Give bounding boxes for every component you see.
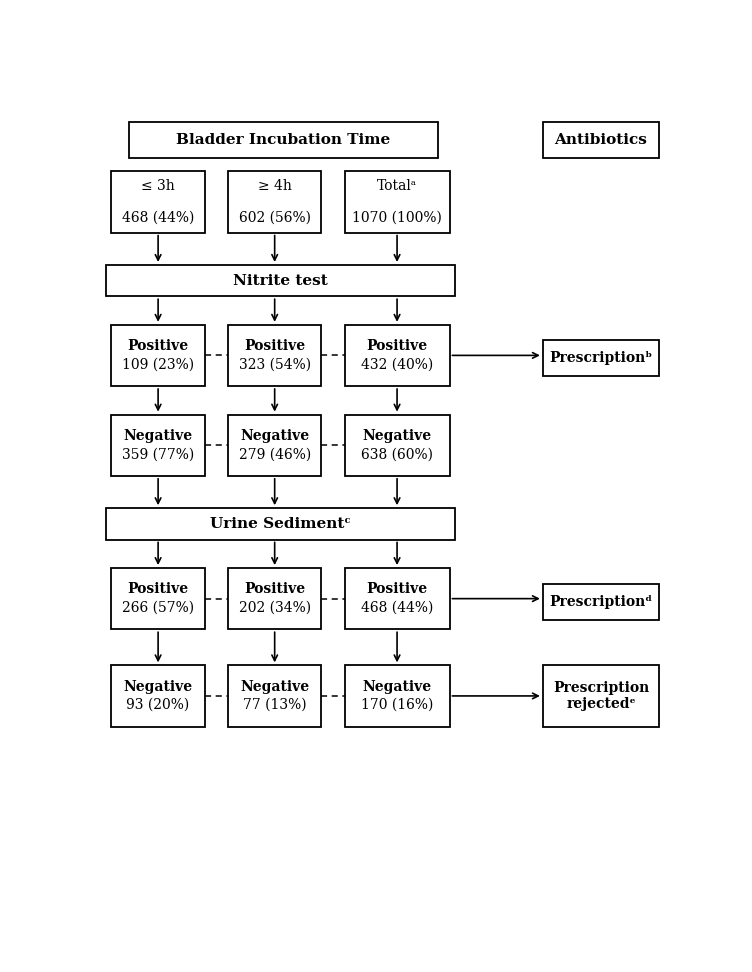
Text: Positive: Positive — [244, 339, 305, 353]
Text: Totalᵃ

1070 (100%): Totalᵃ 1070 (100%) — [352, 179, 442, 226]
FancyBboxPatch shape — [543, 340, 660, 376]
Text: Negative: Negative — [362, 429, 432, 443]
FancyBboxPatch shape — [129, 122, 438, 157]
Text: 638 (60%): 638 (60%) — [361, 447, 433, 462]
FancyBboxPatch shape — [228, 325, 321, 386]
FancyBboxPatch shape — [344, 414, 450, 476]
FancyBboxPatch shape — [344, 325, 450, 386]
Text: 468 (44%): 468 (44%) — [361, 601, 433, 615]
Text: 170 (16%): 170 (16%) — [361, 698, 433, 712]
FancyBboxPatch shape — [543, 583, 660, 619]
Text: 109 (23%): 109 (23%) — [122, 358, 194, 371]
Text: ≥ 4h

602 (56%): ≥ 4h 602 (56%) — [238, 179, 311, 226]
Text: Negative: Negative — [362, 679, 432, 694]
FancyBboxPatch shape — [543, 665, 660, 727]
FancyBboxPatch shape — [344, 568, 450, 629]
Text: 323 (54%): 323 (54%) — [238, 358, 311, 371]
Text: Prescriptionᵈ: Prescriptionᵈ — [550, 595, 653, 608]
FancyBboxPatch shape — [111, 665, 205, 727]
Text: Nitrite test: Nitrite test — [233, 273, 328, 288]
FancyBboxPatch shape — [344, 665, 450, 727]
FancyBboxPatch shape — [111, 171, 205, 232]
Text: Positive: Positive — [128, 339, 189, 353]
Text: Antibiotics: Antibiotics — [554, 133, 647, 147]
FancyBboxPatch shape — [105, 264, 456, 296]
Text: Positive: Positive — [366, 582, 428, 597]
Text: Positive: Positive — [366, 339, 428, 353]
FancyBboxPatch shape — [111, 568, 205, 629]
Text: Positive: Positive — [128, 582, 189, 597]
Text: 202 (34%): 202 (34%) — [238, 601, 311, 615]
Text: Prescription
rejectedᵉ: Prescription rejectedᵉ — [553, 680, 649, 712]
Text: Urine Sedimentᶜ: Urine Sedimentᶜ — [210, 517, 351, 531]
Text: Bladder Incubation Time: Bladder Incubation Time — [176, 133, 390, 147]
Text: Negative: Negative — [240, 429, 309, 443]
Text: Negative: Negative — [123, 679, 193, 694]
Text: Positive: Positive — [244, 582, 305, 597]
Text: 279 (46%): 279 (46%) — [238, 447, 311, 462]
FancyBboxPatch shape — [228, 665, 321, 727]
Text: ≤ 3h

468 (44%): ≤ 3h 468 (44%) — [122, 179, 194, 226]
Text: Negative: Negative — [123, 429, 193, 443]
FancyBboxPatch shape — [111, 414, 205, 476]
FancyBboxPatch shape — [543, 122, 660, 157]
FancyBboxPatch shape — [228, 414, 321, 476]
FancyBboxPatch shape — [344, 171, 450, 232]
FancyBboxPatch shape — [105, 508, 456, 539]
Text: 266 (57%): 266 (57%) — [122, 601, 194, 615]
Text: 93 (20%): 93 (20%) — [126, 698, 190, 712]
Text: 359 (77%): 359 (77%) — [122, 447, 194, 462]
FancyBboxPatch shape — [111, 325, 205, 386]
Text: Negative: Negative — [240, 679, 309, 694]
Text: 77 (13%): 77 (13%) — [243, 698, 307, 712]
FancyBboxPatch shape — [228, 171, 321, 232]
Text: 432 (40%): 432 (40%) — [361, 358, 433, 371]
FancyBboxPatch shape — [228, 568, 321, 629]
Text: Prescriptionᵇ: Prescriptionᵇ — [550, 352, 653, 365]
